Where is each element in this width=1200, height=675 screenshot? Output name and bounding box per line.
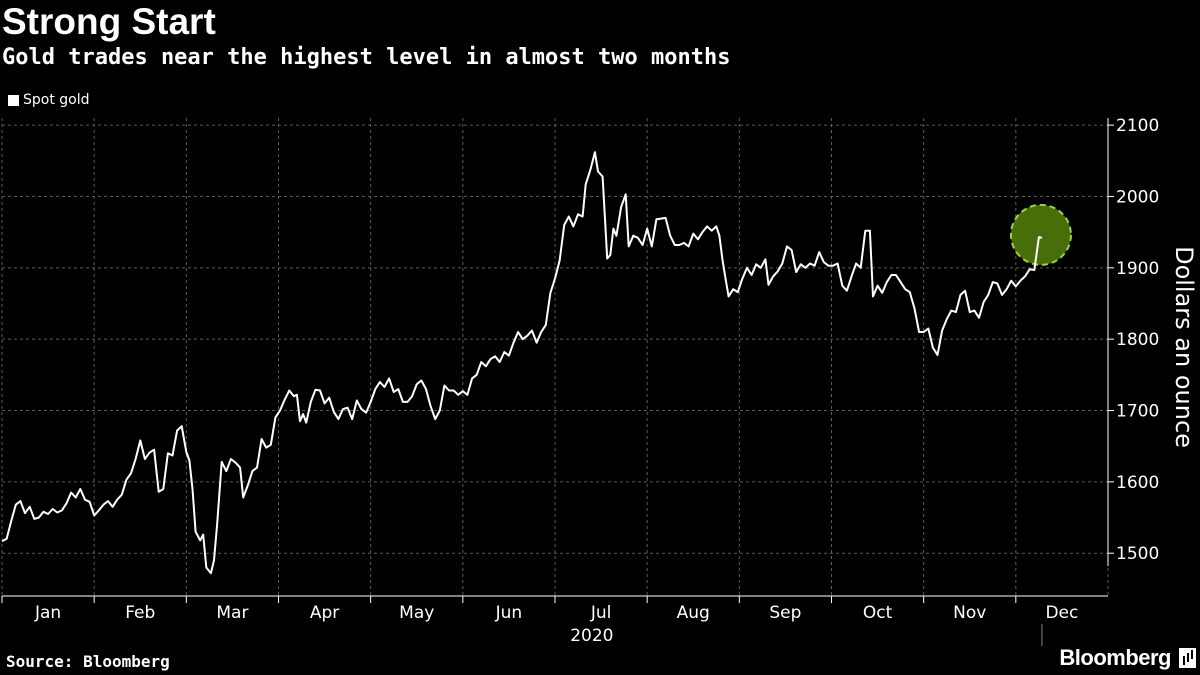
x-tick-label: Jul bbox=[590, 603, 612, 623]
x-tick-label: Aug bbox=[677, 603, 710, 623]
y-tick-label: 2000 bbox=[1116, 187, 1159, 207]
highlight-circle bbox=[1009, 203, 1072, 266]
terminal-icon bbox=[1179, 648, 1196, 668]
series-line-spot-gold bbox=[1, 151, 1043, 575]
x-year-label: 2020 bbox=[570, 626, 613, 646]
y-tick-label: 1500 bbox=[1116, 544, 1159, 564]
brand-name: Bloomberg bbox=[1059, 645, 1171, 670]
x-tick-label: Mar bbox=[216, 603, 248, 623]
x-tick-label: Dec bbox=[1045, 603, 1078, 623]
x-tick-label: Jun bbox=[495, 603, 523, 623]
chart-subtitle: Gold trades near the highest level in al… bbox=[2, 45, 731, 70]
legend-label-spot-gold: Spot gold bbox=[23, 92, 90, 108]
chart-title: Strong Start bbox=[2, 1, 216, 42]
y-tick-label: 1800 bbox=[1116, 330, 1159, 350]
y-tick-label: 2100 bbox=[1116, 116, 1159, 136]
x-tick-label: Sep bbox=[769, 603, 801, 623]
y-tick-label: 1900 bbox=[1116, 259, 1159, 279]
brand-logo: Bloomberg bbox=[1059, 645, 1196, 671]
x-tick-label: Nov bbox=[953, 603, 986, 623]
legend-swatch-spot-gold bbox=[8, 94, 19, 106]
x-tick-label: Jan bbox=[34, 603, 61, 623]
y-tick-label: 1700 bbox=[1116, 402, 1159, 422]
x-tick-label: Oct bbox=[863, 603, 893, 623]
y-axis-label: Dollars an ounce bbox=[1170, 246, 1198, 448]
y-tick-label: 1600 bbox=[1116, 473, 1159, 493]
x-tick-label: May bbox=[399, 603, 434, 623]
x-tick-label: Apr bbox=[310, 603, 339, 623]
source-note: Source: Bloomberg bbox=[6, 652, 170, 671]
x-tick-label: Feb bbox=[125, 603, 155, 623]
legend: Spot gold bbox=[8, 92, 90, 108]
